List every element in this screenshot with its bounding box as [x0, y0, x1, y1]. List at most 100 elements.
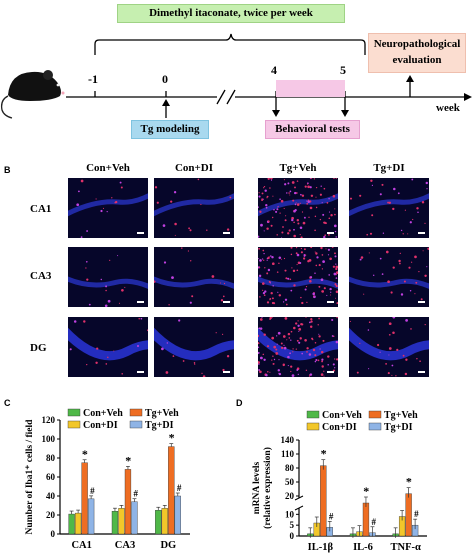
y-tick-label: 100: [42, 434, 56, 444]
y-tick-label: 20: [46, 510, 56, 520]
timepoint-minus1: -1: [88, 72, 98, 86]
neuropath-eval-box: Neuropathological evaluation: [368, 33, 466, 73]
scale-bar: [137, 232, 144, 234]
scale-bar: [137, 301, 144, 303]
y-tick-label: 5: [290, 520, 295, 530]
micrograph-ca1-tg-veh: [258, 178, 338, 238]
y-tick-label: 10: [285, 509, 295, 519]
row-head-ca1: CA1: [30, 203, 52, 215]
significance-star: *: [169, 431, 175, 445]
significance-hash: #: [329, 511, 334, 521]
col-head-con-veh: Con+Veh: [86, 162, 130, 174]
legend-label: Con+DI: [83, 420, 118, 431]
neuropath-line2: evaluation: [392, 54, 442, 66]
bar-tg-veh: [81, 462, 88, 535]
y-axis-label: Number of Iba1⁺ cells / field: [25, 419, 35, 535]
y-axis-label-2: (relative expression): [262, 447, 273, 529]
legend-label: Tg+Veh: [384, 410, 418, 421]
significance-hash: #: [90, 486, 95, 496]
panel-d-letter: D: [236, 398, 243, 408]
micrograph-ca1-con-veh: [68, 178, 148, 238]
y-tick-label: 80: [285, 463, 295, 473]
tg-arrow: [162, 99, 170, 106]
scale-bar: [418, 371, 425, 373]
x-tick-label: CA3: [115, 540, 135, 551]
neuropath-line1: Neuropathological: [373, 38, 461, 50]
x-tick-label: IL-6: [353, 542, 373, 553]
legend-swatch: [67, 420, 81, 429]
y-axis-label: mRNA levels: [252, 461, 262, 514]
scale-bar: [223, 232, 230, 234]
treatment-brace: [94, 33, 366, 55]
x-tick-label: DG: [160, 540, 176, 551]
axis-unit-label: week: [436, 102, 460, 114]
legend-swatch: [129, 420, 143, 429]
micrograph-ca3-con-veh: [68, 247, 148, 307]
scale-bar: [327, 371, 334, 373]
bar-tg-veh: [405, 493, 412, 537]
legend-swatch: [67, 408, 81, 417]
significance-hash: #: [134, 489, 139, 499]
timeline-arrowhead: [464, 93, 472, 101]
eval-arrow: [406, 75, 414, 82]
mouse-icon: [0, 70, 65, 119]
axis-break: [294, 495, 304, 501]
bar-tg-di: [87, 498, 95, 535]
row-head-ca3: CA3: [30, 270, 52, 282]
legend-label: Tg+DI: [145, 420, 174, 431]
micrograph-ca3-tg-veh: [258, 247, 338, 307]
y-tick-label: 140: [281, 435, 295, 445]
col-head-tg-di: Tg+DI: [373, 162, 405, 174]
legend-label: Con+DI: [322, 422, 357, 433]
legend-label: Con+Veh: [83, 408, 123, 419]
panel-b-letter: B: [4, 165, 11, 175]
scale-bar: [327, 232, 334, 234]
timepoint-4: 4: [271, 63, 277, 77]
legend-label: Tg+Veh: [145, 408, 179, 419]
x-tick-label: TNF-α: [390, 542, 420, 553]
significance-hash: #: [414, 509, 419, 519]
y-tick-label: 50: [285, 477, 295, 487]
behavior-window: [276, 80, 345, 97]
row-head-dg: DG: [30, 342, 47, 354]
col-head-tg-veh: Tg+Veh: [279, 162, 317, 174]
bar-tg-veh: [168, 446, 175, 535]
significance-star: *: [125, 453, 131, 467]
chart-iba1-cells: 0 20 40 60 80 100 120 Number of Iba1⁺ cells / f…: [25, 408, 190, 551]
bar-con-veh: [68, 513, 75, 535]
legend-swatch: [368, 410, 382, 419]
tg-modeling-box: Tg modeling: [131, 120, 209, 139]
x-tick-label: CA1: [71, 540, 91, 551]
bar-tg-veh: [320, 465, 327, 537]
bar-con-veh: [155, 510, 162, 535]
timepoint-5: 5: [340, 63, 346, 77]
legend-swatch: [306, 422, 320, 431]
axis-break-mark: [216, 89, 226, 105]
scale-bar: [418, 232, 425, 234]
y-tick-label: 40: [46, 491, 56, 501]
y-tick-label: 0: [51, 529, 56, 539]
micrograph-dg-con-veh: [68, 317, 148, 377]
bar-con-veh: [111, 510, 119, 535]
timeline-svg: [0, 33, 472, 119]
significance-star: *: [82, 447, 88, 461]
x-tick-label: IL-1β: [308, 542, 334, 553]
micrograph-ca1-tg-di: [349, 178, 429, 238]
y-tick-label: 60: [46, 472, 56, 482]
bar-tg-di: [131, 501, 138, 535]
y-tick-label: 120: [42, 415, 56, 425]
scale-bar: [223, 371, 230, 373]
timepoint-0: 0: [162, 72, 168, 86]
significance-hash: #: [177, 483, 182, 493]
significance-star: *: [363, 484, 369, 498]
micrograph-ca3-tg-di: [349, 247, 429, 307]
treatment-box: Dimethyl itaconate, twice per week: [117, 4, 345, 23]
scale-bar: [327, 301, 334, 303]
legend-swatch: [306, 410, 320, 419]
bar-con-di: [161, 508, 168, 535]
bar-con-di: [74, 512, 82, 535]
panel-c-letter: C: [4, 398, 11, 408]
micrograph-dg-con-di: [154, 317, 234, 377]
behavioral-tests-box: Behavioral tests: [265, 120, 360, 139]
